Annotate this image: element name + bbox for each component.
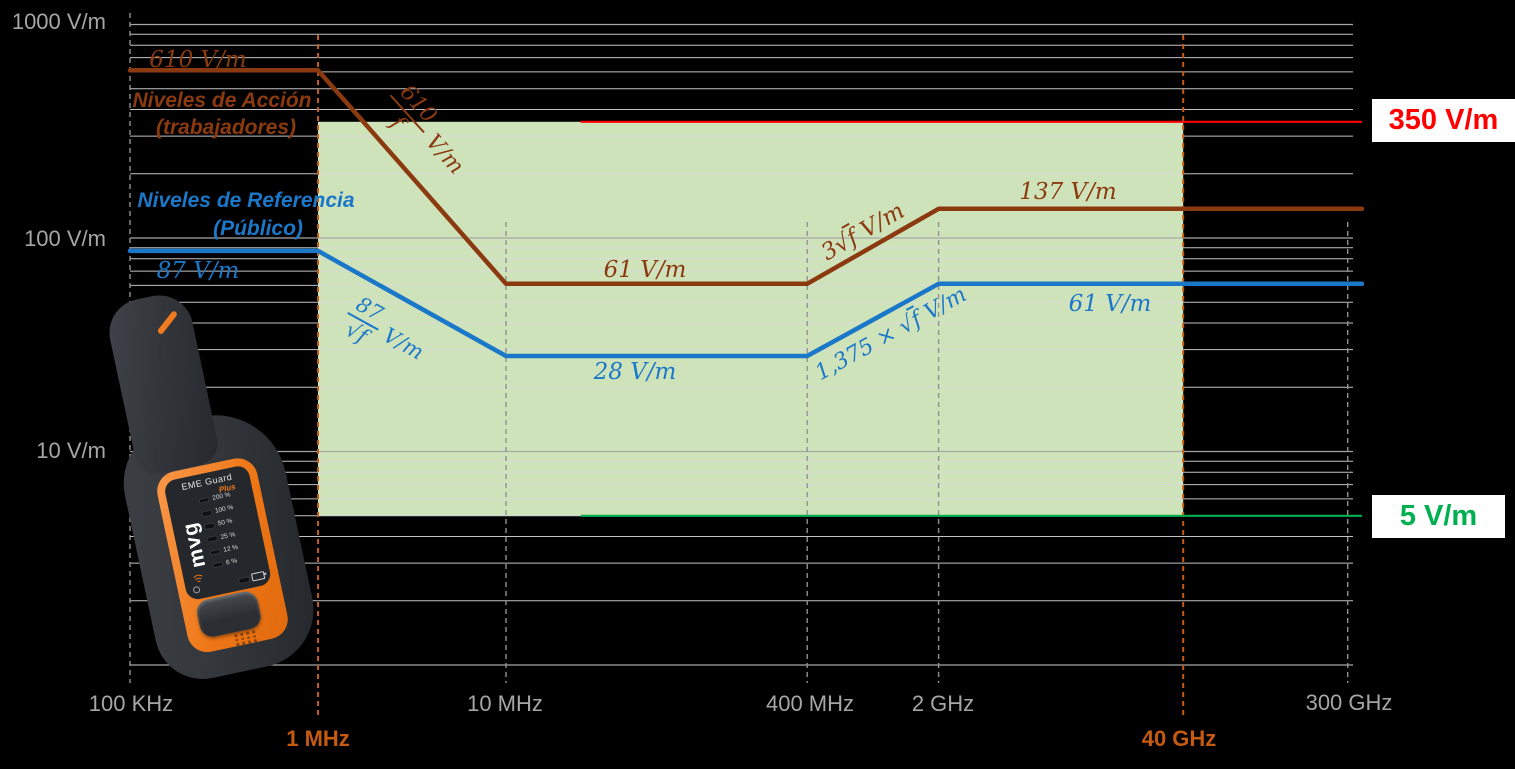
annotation-worker-61: 61 V/m [603, 257, 687, 283]
annotation-worker-610: 610 V/m [149, 47, 247, 73]
signal-arcs-icon [191, 572, 207, 589]
annotation-public-87: 87 V/m [156, 258, 240, 284]
led-indicator [210, 549, 220, 555]
led-indicator [202, 510, 212, 516]
annotation-public-61: 61 V/m [1068, 291, 1152, 317]
legend-action-levels-line2: (trabajadores) [155, 116, 297, 139]
y-tick-1000: 1000 V/m [11, 9, 106, 34]
y-tick-10: 10 V/m [36, 438, 106, 463]
led-indicator [207, 536, 218, 542]
led-indicator [199, 497, 209, 504]
led-indicator [204, 523, 215, 529]
battery-icon [250, 570, 266, 582]
limit-350vm-badge: 350 V/m [1372, 99, 1515, 142]
annotation-worker-137: 137 V/m [1019, 179, 1117, 205]
limit-5vm-badge: 5 V/m [1372, 495, 1505, 538]
x-tick-100khz: 100 KHz [88, 691, 174, 716]
led-indicator [213, 562, 223, 568]
x-tick-40ghz: 40 GHz [1141, 726, 1217, 751]
power-icon [192, 585, 201, 594]
x-tick-300ghz: 300 GHz [1305, 690, 1393, 715]
x-tick-10mhz: 10 MHz [467, 691, 543, 716]
legend-reference-levels-line2: (Público) [213, 217, 303, 240]
battery-led-indicator [238, 577, 250, 584]
x-tick-2ghz: 2 GHz [911, 691, 975, 716]
y-tick-100: 100 V/m [24, 226, 106, 251]
device-probe-head [103, 289, 222, 478]
x-tick-400mhz: 400 MHz [765, 691, 855, 716]
x-tick-1mhz: 1 MHz [286, 726, 350, 751]
legend-reference-levels-line1: Niveles de Referencia [137, 189, 355, 212]
legend-action-levels-line1: Niveles de Acción [132, 89, 312, 112]
annotation-public-28: 28 V/m [593, 359, 677, 385]
